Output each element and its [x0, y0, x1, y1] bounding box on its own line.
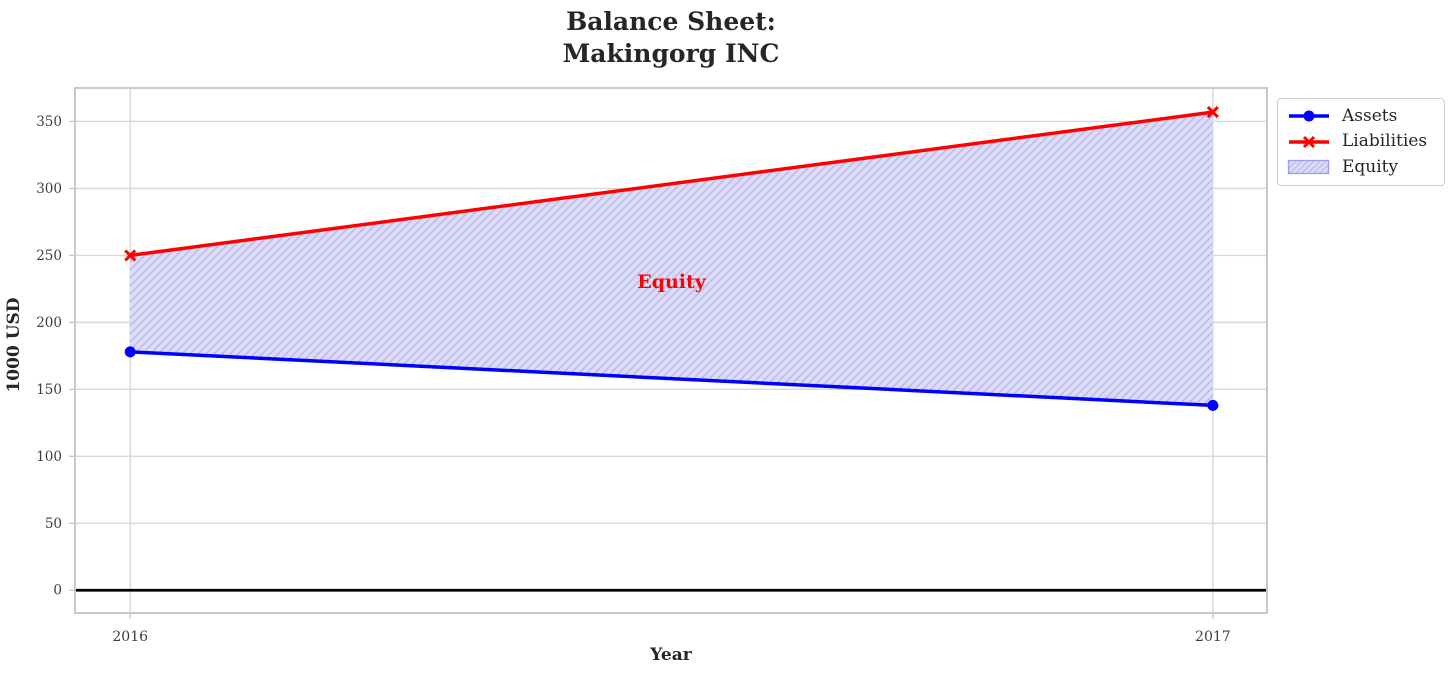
- legend-label-assets: Assets: [1342, 105, 1398, 126]
- x-tick-label: 2017: [1195, 629, 1231, 645]
- liabilities-line-swatch-icon: [1287, 133, 1331, 151]
- y-tick-label: 350: [36, 114, 62, 130]
- assets-line: [130, 350, 1213, 408]
- legend-item-equity: Equity: [1287, 158, 1434, 176]
- liabilities-line: [129, 110, 1214, 258]
- legend: Assets Liabilities Equity: [1277, 98, 1445, 186]
- y-tick-label: 150: [36, 382, 62, 398]
- y-tick-label: 250: [36, 248, 62, 264]
- legend-item-liabilities: Liabilities: [1287, 133, 1434, 151]
- y-tick-label: 50: [45, 516, 62, 532]
- chart-title: Balance Sheet: Makingorg INC: [562, 7, 780, 68]
- x-axis-title: Year: [650, 645, 692, 665]
- plot-border: [74, 87, 1268, 614]
- x-tick-label: 2016: [112, 629, 148, 645]
- equity-patch-swatch-icon: [1287, 158, 1331, 176]
- y-axis-title: 1000 USD: [4, 297, 24, 393]
- equity-area-label: Equity: [637, 271, 706, 294]
- liabilities-marker: [124, 249, 137, 262]
- legend-item-assets: Assets: [1287, 107, 1434, 125]
- y-tick-label: 0: [53, 583, 62, 599]
- y-tick-label: 300: [36, 181, 62, 197]
- liabilities-marker: [1206, 106, 1219, 119]
- assets-marker: [1207, 399, 1219, 411]
- equity-fill-area: [130, 112, 1213, 406]
- legend-label-liabilities: Liabilities: [1342, 131, 1428, 151]
- assets-line-swatch-icon: [1287, 107, 1331, 125]
- y-tick-label: 200: [36, 315, 62, 331]
- assets-marker: [124, 346, 136, 358]
- legend-label-equity: Equity: [1342, 156, 1399, 177]
- y-tick-label: 100: [36, 449, 62, 465]
